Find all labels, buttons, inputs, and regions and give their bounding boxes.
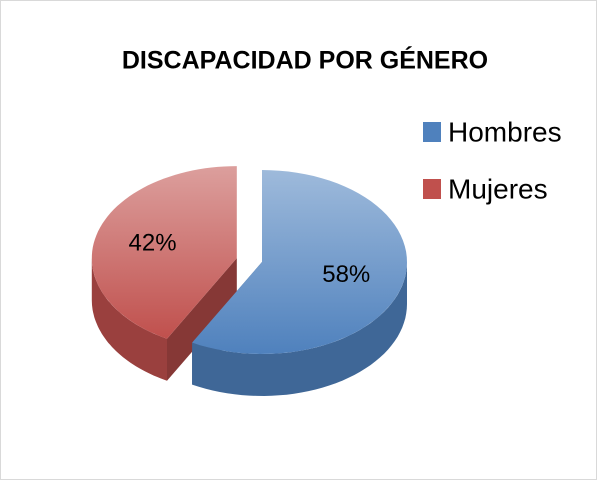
legend-label: Hombres [448,116,562,147]
legend-swatch [423,122,441,142]
slice [91,166,237,339]
legend-swatch [423,179,441,199]
legend-label: Mujeres [448,173,548,204]
data-label: 58% [322,261,370,288]
pie [91,166,407,396]
chart-title: DISCAPACIDAD POR GÉNERO [122,46,488,75]
slice-side [192,262,407,396]
slice-side [91,258,167,381]
slice [192,170,407,354]
slice-wall [167,258,237,381]
data-label: 42% [129,230,177,257]
